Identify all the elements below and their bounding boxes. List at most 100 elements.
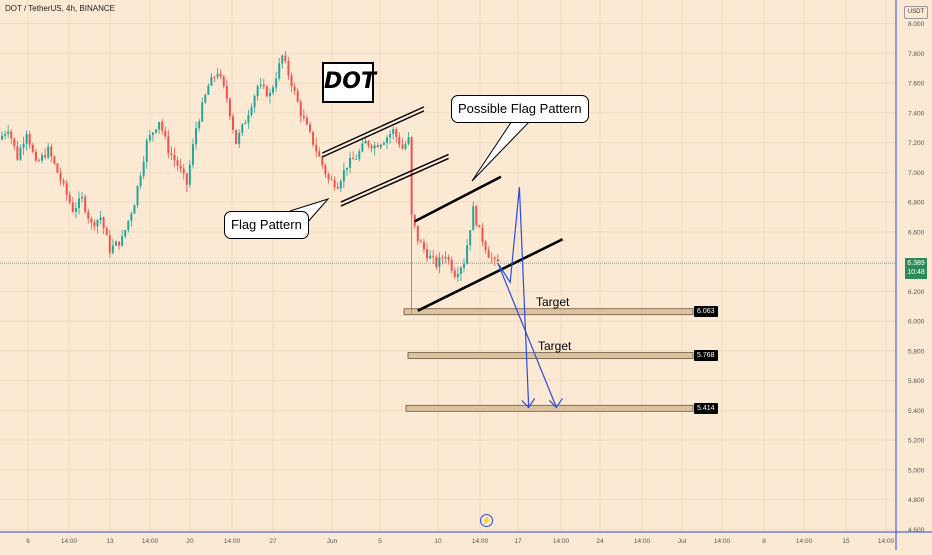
candle-body <box>182 168 185 174</box>
candle-body <box>496 259 499 262</box>
candle-body <box>484 241 487 251</box>
candle-body <box>130 213 133 221</box>
candle-body <box>370 145 373 149</box>
candle-body <box>133 205 136 214</box>
candle-body <box>466 245 469 264</box>
candle-body <box>330 179 333 180</box>
candle-body <box>275 78 278 88</box>
candle-body <box>404 144 407 149</box>
candle-body <box>204 94 207 103</box>
candle-body <box>68 194 71 203</box>
candle-body <box>188 164 191 185</box>
x-tick-label: 6 <box>26 538 30 545</box>
target-label-2: Target <box>538 339 572 353</box>
candle-body <box>102 217 105 229</box>
possible-flag-upper-line <box>414 175 502 223</box>
candle-body <box>216 73 219 78</box>
candle-body <box>121 236 124 246</box>
candle-body <box>284 55 287 62</box>
candles <box>1 50 499 314</box>
candle-body <box>108 235 111 253</box>
candle-body <box>481 227 484 242</box>
candle-body <box>191 144 194 165</box>
candle-body <box>364 140 367 144</box>
x-tick-label: 15 <box>842 538 850 545</box>
lightning-icon[interactable]: ⚡ <box>480 514 493 527</box>
x-tick-label: 14:00 <box>714 538 731 545</box>
candle-body <box>358 151 361 160</box>
x-tick-label: 14:00 <box>796 538 813 545</box>
candle-body <box>47 146 50 158</box>
projection-path <box>497 187 530 408</box>
candle-body <box>114 241 117 246</box>
x-tick-label: 14:00 <box>61 538 78 545</box>
candle-body <box>124 230 127 237</box>
candle-body <box>59 172 62 181</box>
x-tick-label: 14:00 <box>472 538 489 545</box>
candle-body <box>401 144 404 149</box>
y-tick-label: 5.400 <box>908 408 925 415</box>
y-tick-label: 6.000 <box>908 319 925 326</box>
candle-body <box>349 157 352 168</box>
candle-body <box>432 255 435 257</box>
candle-body <box>309 124 311 132</box>
candle-body <box>87 211 90 219</box>
candle-body <box>287 61 290 76</box>
candle-body <box>7 131 10 134</box>
candle-body <box>426 249 429 259</box>
flag-upper-line <box>322 106 425 154</box>
symbol-header: DOT / TetherUS, 4h, BINANCE <box>5 4 115 13</box>
candle-body <box>352 157 355 160</box>
candle-body <box>361 143 364 152</box>
candle-body <box>71 202 74 212</box>
candle-body <box>392 129 395 134</box>
candle-body <box>111 245 114 253</box>
candle-body <box>444 257 447 259</box>
candle-body <box>16 146 19 160</box>
candle-body <box>99 217 102 220</box>
candle-body <box>25 134 28 144</box>
possible-flag-pattern-callout: Possible Flag Pattern <box>451 95 589 123</box>
x-tick-label: 5 <box>378 538 382 545</box>
candle-body <box>238 132 241 145</box>
candle-body <box>278 63 281 79</box>
candle-body <box>416 225 419 242</box>
candle-body <box>96 219 99 227</box>
possible-flag-lower-line <box>417 238 564 312</box>
x-tick-label: 17 <box>514 538 522 545</box>
currency-button[interactable]: USDT <box>904 6 928 19</box>
candle-body <box>296 90 299 102</box>
candle-body <box>62 180 65 184</box>
candle-body <box>327 174 330 180</box>
y-tick-label: 8.000 <box>908 21 925 28</box>
target-zones <box>403 308 694 412</box>
y-tick-label: 7.600 <box>908 81 925 88</box>
candle-body <box>475 206 478 225</box>
candle-body <box>235 129 238 145</box>
candle-body <box>31 144 34 152</box>
candle-body <box>262 84 265 87</box>
candle-body <box>450 259 453 271</box>
candle-body <box>93 222 96 227</box>
candle-body <box>367 140 370 146</box>
candle-body <box>459 267 462 274</box>
flag-pattern-callout: Flag Pattern <box>224 211 309 239</box>
y-tick-label: 7.400 <box>908 110 925 117</box>
candle-body <box>379 144 382 148</box>
candle-body <box>219 73 222 77</box>
candle-body <box>272 87 275 93</box>
candle-body <box>456 273 459 278</box>
candle-body <box>336 187 339 189</box>
candle-body <box>185 173 188 185</box>
candle-body <box>256 86 259 96</box>
candle-body <box>469 230 472 246</box>
candle-body <box>478 224 481 228</box>
grid <box>0 0 896 532</box>
candle-body <box>299 101 302 116</box>
candle-body <box>142 161 145 176</box>
candle-body <box>342 169 345 182</box>
candle-body <box>127 220 130 231</box>
x-tick-label: 14:00 <box>224 538 241 545</box>
candle-body <box>201 102 204 122</box>
